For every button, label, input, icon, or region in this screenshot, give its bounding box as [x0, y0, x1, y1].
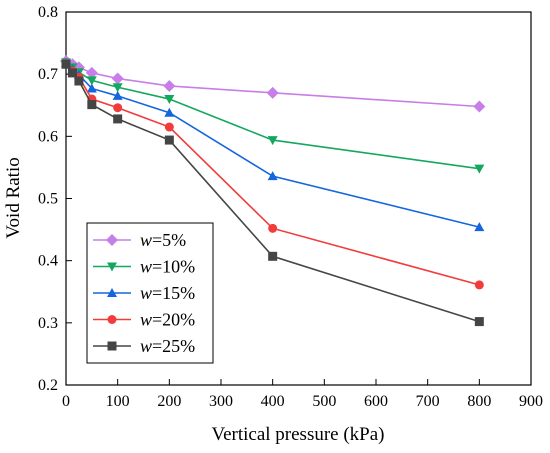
legend-marker [107, 262, 117, 272]
y-tick-label: 0.4 [38, 253, 58, 270]
data-point [164, 135, 174, 145]
legend-value: =15% [152, 283, 195, 303]
data-point [74, 76, 84, 86]
data-point [87, 100, 97, 110]
legend: w=5%w=10%w=15%w=20%w=25% [86, 222, 214, 364]
data-point [113, 114, 123, 124]
data-point [268, 223, 278, 233]
legend-label: w=5% [140, 230, 186, 250]
y-axis-label: Void Ratio [3, 157, 24, 238]
x-tick-label: 900 [519, 393, 543, 410]
legend-var: w [140, 283, 152, 303]
legend-label: w=10% [140, 257, 195, 277]
legend-marker [106, 234, 118, 246]
data-point [474, 317, 484, 327]
legend-var: w [140, 230, 152, 250]
x-tick-label: 0 [62, 393, 70, 410]
legend-label: w=15% [140, 283, 195, 303]
y-tick-label: 0.6 [38, 128, 58, 145]
series-2 [61, 58, 485, 174]
legend-var: w [140, 336, 152, 356]
y-tick-label: 0.8 [38, 4, 58, 21]
data-point [112, 83, 123, 93]
legend-label: w=25% [140, 336, 195, 356]
x-tick-label: 700 [416, 393, 440, 410]
legend-item: w=10% [93, 257, 195, 277]
data-point [473, 100, 486, 113]
x-tick-label: 200 [157, 393, 181, 410]
legend-var: w [140, 257, 152, 277]
x-tick-label: 600 [364, 393, 388, 410]
y-tick-label: 0.5 [38, 191, 58, 208]
series-5 [61, 59, 484, 327]
series-line [65, 61, 480, 170]
data-point [164, 107, 175, 117]
series-group [60, 55, 486, 327]
legend-label: w=20% [140, 310, 195, 330]
legend-item: w=15% [93, 283, 195, 303]
series-1 [60, 55, 486, 113]
axes: 0 100 200 300 400 500 600 700 800 900 0.2 0.3 0.4 0.5… [38, 4, 543, 410]
data-point [474, 164, 485, 174]
data-point [67, 68, 77, 78]
legend-marker [107, 341, 117, 351]
legend-item: w=25% [93, 336, 195, 356]
legend-value: =25% [152, 336, 195, 356]
data-point [85, 66, 98, 79]
x-tick-label: 800 [467, 393, 491, 410]
data-point [164, 95, 175, 105]
data-point [61, 59, 71, 69]
legend-item: w=20% [93, 310, 195, 330]
legend-value: =5% [152, 230, 186, 250]
data-point [86, 83, 97, 93]
data-point [111, 72, 124, 85]
legend-marker [107, 315, 117, 324]
legend-item: w=5% [93, 230, 186, 250]
legend-value: =10% [152, 257, 195, 277]
legend-value: =20% [152, 310, 195, 330]
x-axis-label: Vertical pressure (kPa) [211, 424, 384, 445]
data-point [164, 122, 174, 132]
data-point [267, 136, 278, 146]
y-tick-label: 0.2 [38, 377, 58, 394]
data-point [113, 103, 123, 113]
data-point [474, 222, 485, 232]
legend-marker [107, 288, 117, 297]
y-tick-label: 0.3 [38, 315, 58, 332]
data-point [266, 86, 279, 99]
legend-var: w [140, 310, 152, 330]
data-point [163, 79, 176, 92]
y-tick-label: 0.7 [38, 66, 58, 83]
data-point [474, 280, 484, 290]
x-tick-label: 500 [312, 393, 336, 410]
data-point [268, 251, 278, 261]
data-point [267, 171, 278, 181]
x-tick-label: 100 [106, 393, 130, 410]
x-tick-label: 300 [209, 393, 233, 410]
data-point [86, 76, 97, 86]
x-tick-label: 400 [261, 393, 285, 410]
data-point [112, 90, 123, 100]
